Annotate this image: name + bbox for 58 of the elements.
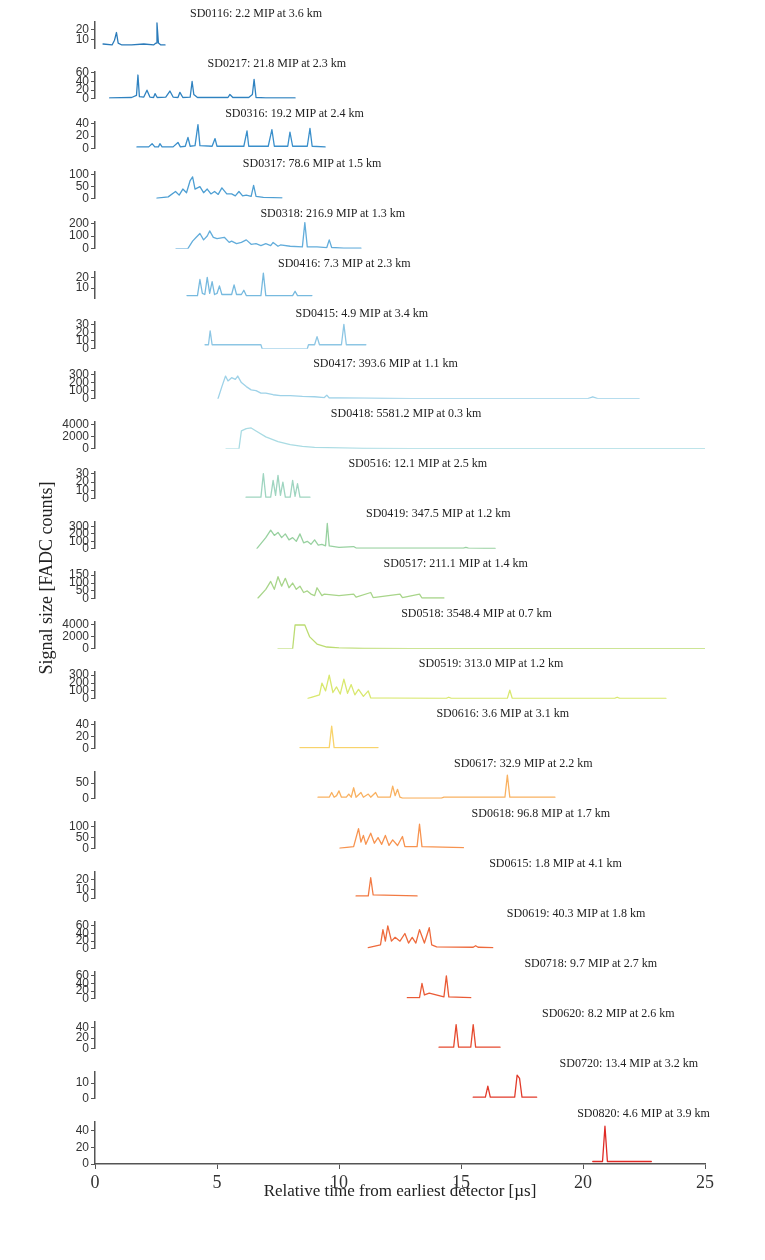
y-tick-label: 20 (75, 21, 90, 36)
chart-title: SD0615: 1.8 MIP at 4.1 km (489, 856, 623, 871)
y-tick-label: 100 (68, 228, 90, 243)
y-tick-label: 10 (75, 280, 90, 295)
chart-title: SD0518: 3548.4 MIP at 0.7 km (401, 606, 553, 621)
chart-title: SD0820: 4.6 MIP at 3.9 km (577, 1106, 711, 1121)
y-tick-label: 0 (82, 441, 90, 456)
chart-title: SD0418: 5581.2 MIP at 0.3 km (330, 406, 483, 421)
chart-title: SD0718: 9.7 MIP at 2.7 km (524, 956, 658, 971)
chart-title: SD0720: 13.4 MIP at 3.2 km (559, 1056, 699, 1071)
chart-title: SD0516: 12.1 MIP at 2.5 km (348, 456, 488, 471)
chart-title: SD0618: 96.8 MIP at 1.7 km (471, 806, 611, 821)
chart-title: SD0617: 32.9 MIP at 2.2 km (454, 756, 594, 771)
chart-title: SD0217: 21.8 MIP at 2.3 km (207, 56, 347, 71)
y-tick-label: 0 (82, 791, 90, 806)
chart-title: SD0116: 2.2 MIP at 3.6 km (190, 6, 323, 21)
chart-title: SD0619: 40.3 MIP at 1.8 km (506, 906, 647, 921)
y-tick-label: 100 (68, 166, 90, 181)
y-tick-label: 4000 (62, 417, 90, 432)
x-tick-label: 5 (212, 1171, 222, 1192)
chart-title: SD0620: 8.2 MIP at 2.6 km (542, 1006, 676, 1021)
chart-title: SD0416: 7.3 MIP at 2.3 km (278, 256, 412, 271)
y-tick-label: 200 (68, 215, 90, 230)
y-tick-label: 20 (75, 729, 90, 744)
chart-title: SD0517: 211.1 MIP at 1.4 km (383, 556, 529, 571)
y-tick-label: 0 (82, 841, 90, 856)
y-tick-label: 40 (75, 717, 90, 732)
chart-title: SD0616: 3.6 MIP at 3.1 km (436, 706, 570, 721)
y-tick-label: 0 (82, 241, 90, 256)
y-tick-label: 0 (82, 741, 90, 756)
chart-title: SD0316: 19.2 MIP at 2.4 km (225, 106, 365, 121)
y-tick-label: 20 (75, 1139, 90, 1154)
y-tick-label: 40 (75, 115, 90, 130)
chart-title: SD0318: 216.9 MIP at 1.3 km (260, 206, 406, 221)
chart-title: SD0417: 393.6 MIP at 1.1 km (313, 356, 459, 371)
y-tick-label: 0 (82, 141, 90, 156)
chart-title: SD0519: 313.0 MIP at 1.2 km (418, 656, 565, 671)
y-tick-label: 2000 (62, 629, 90, 644)
y-tick-label: 0 (82, 1156, 90, 1171)
y-tick-label: 50 (75, 178, 90, 193)
y-tick-label: 0 (82, 1041, 90, 1056)
y-tick-label: 2000 (62, 429, 90, 444)
y-tick-label: 10 (75, 1075, 90, 1090)
chart-title: SD0415: 4.9 MIP at 3.4 km (295, 306, 429, 321)
y-tick-label: 0 (82, 891, 90, 906)
y-tick-label: 40 (75, 1122, 90, 1137)
y-tick-label: 0 (82, 641, 90, 656)
y-tick-label: 4000 (62, 617, 90, 632)
y-tick-label: 20 (75, 871, 90, 886)
y-tick-label: 20 (75, 128, 90, 143)
y-axis-title: Signal size [FADC counts] (35, 481, 57, 675)
x-tick-label: 25 (696, 1171, 714, 1192)
y-tick-label: 50 (75, 775, 90, 790)
chart-title: SD0419: 347.5 MIP at 1.2 km (366, 506, 512, 521)
chart-title: SD0317: 78.6 MIP at 1.5 km (242, 156, 383, 171)
x-tick-label: 20 (574, 1171, 592, 1192)
y-tick-label: 0 (82, 191, 90, 206)
y-tick-label: 0 (82, 1091, 90, 1106)
